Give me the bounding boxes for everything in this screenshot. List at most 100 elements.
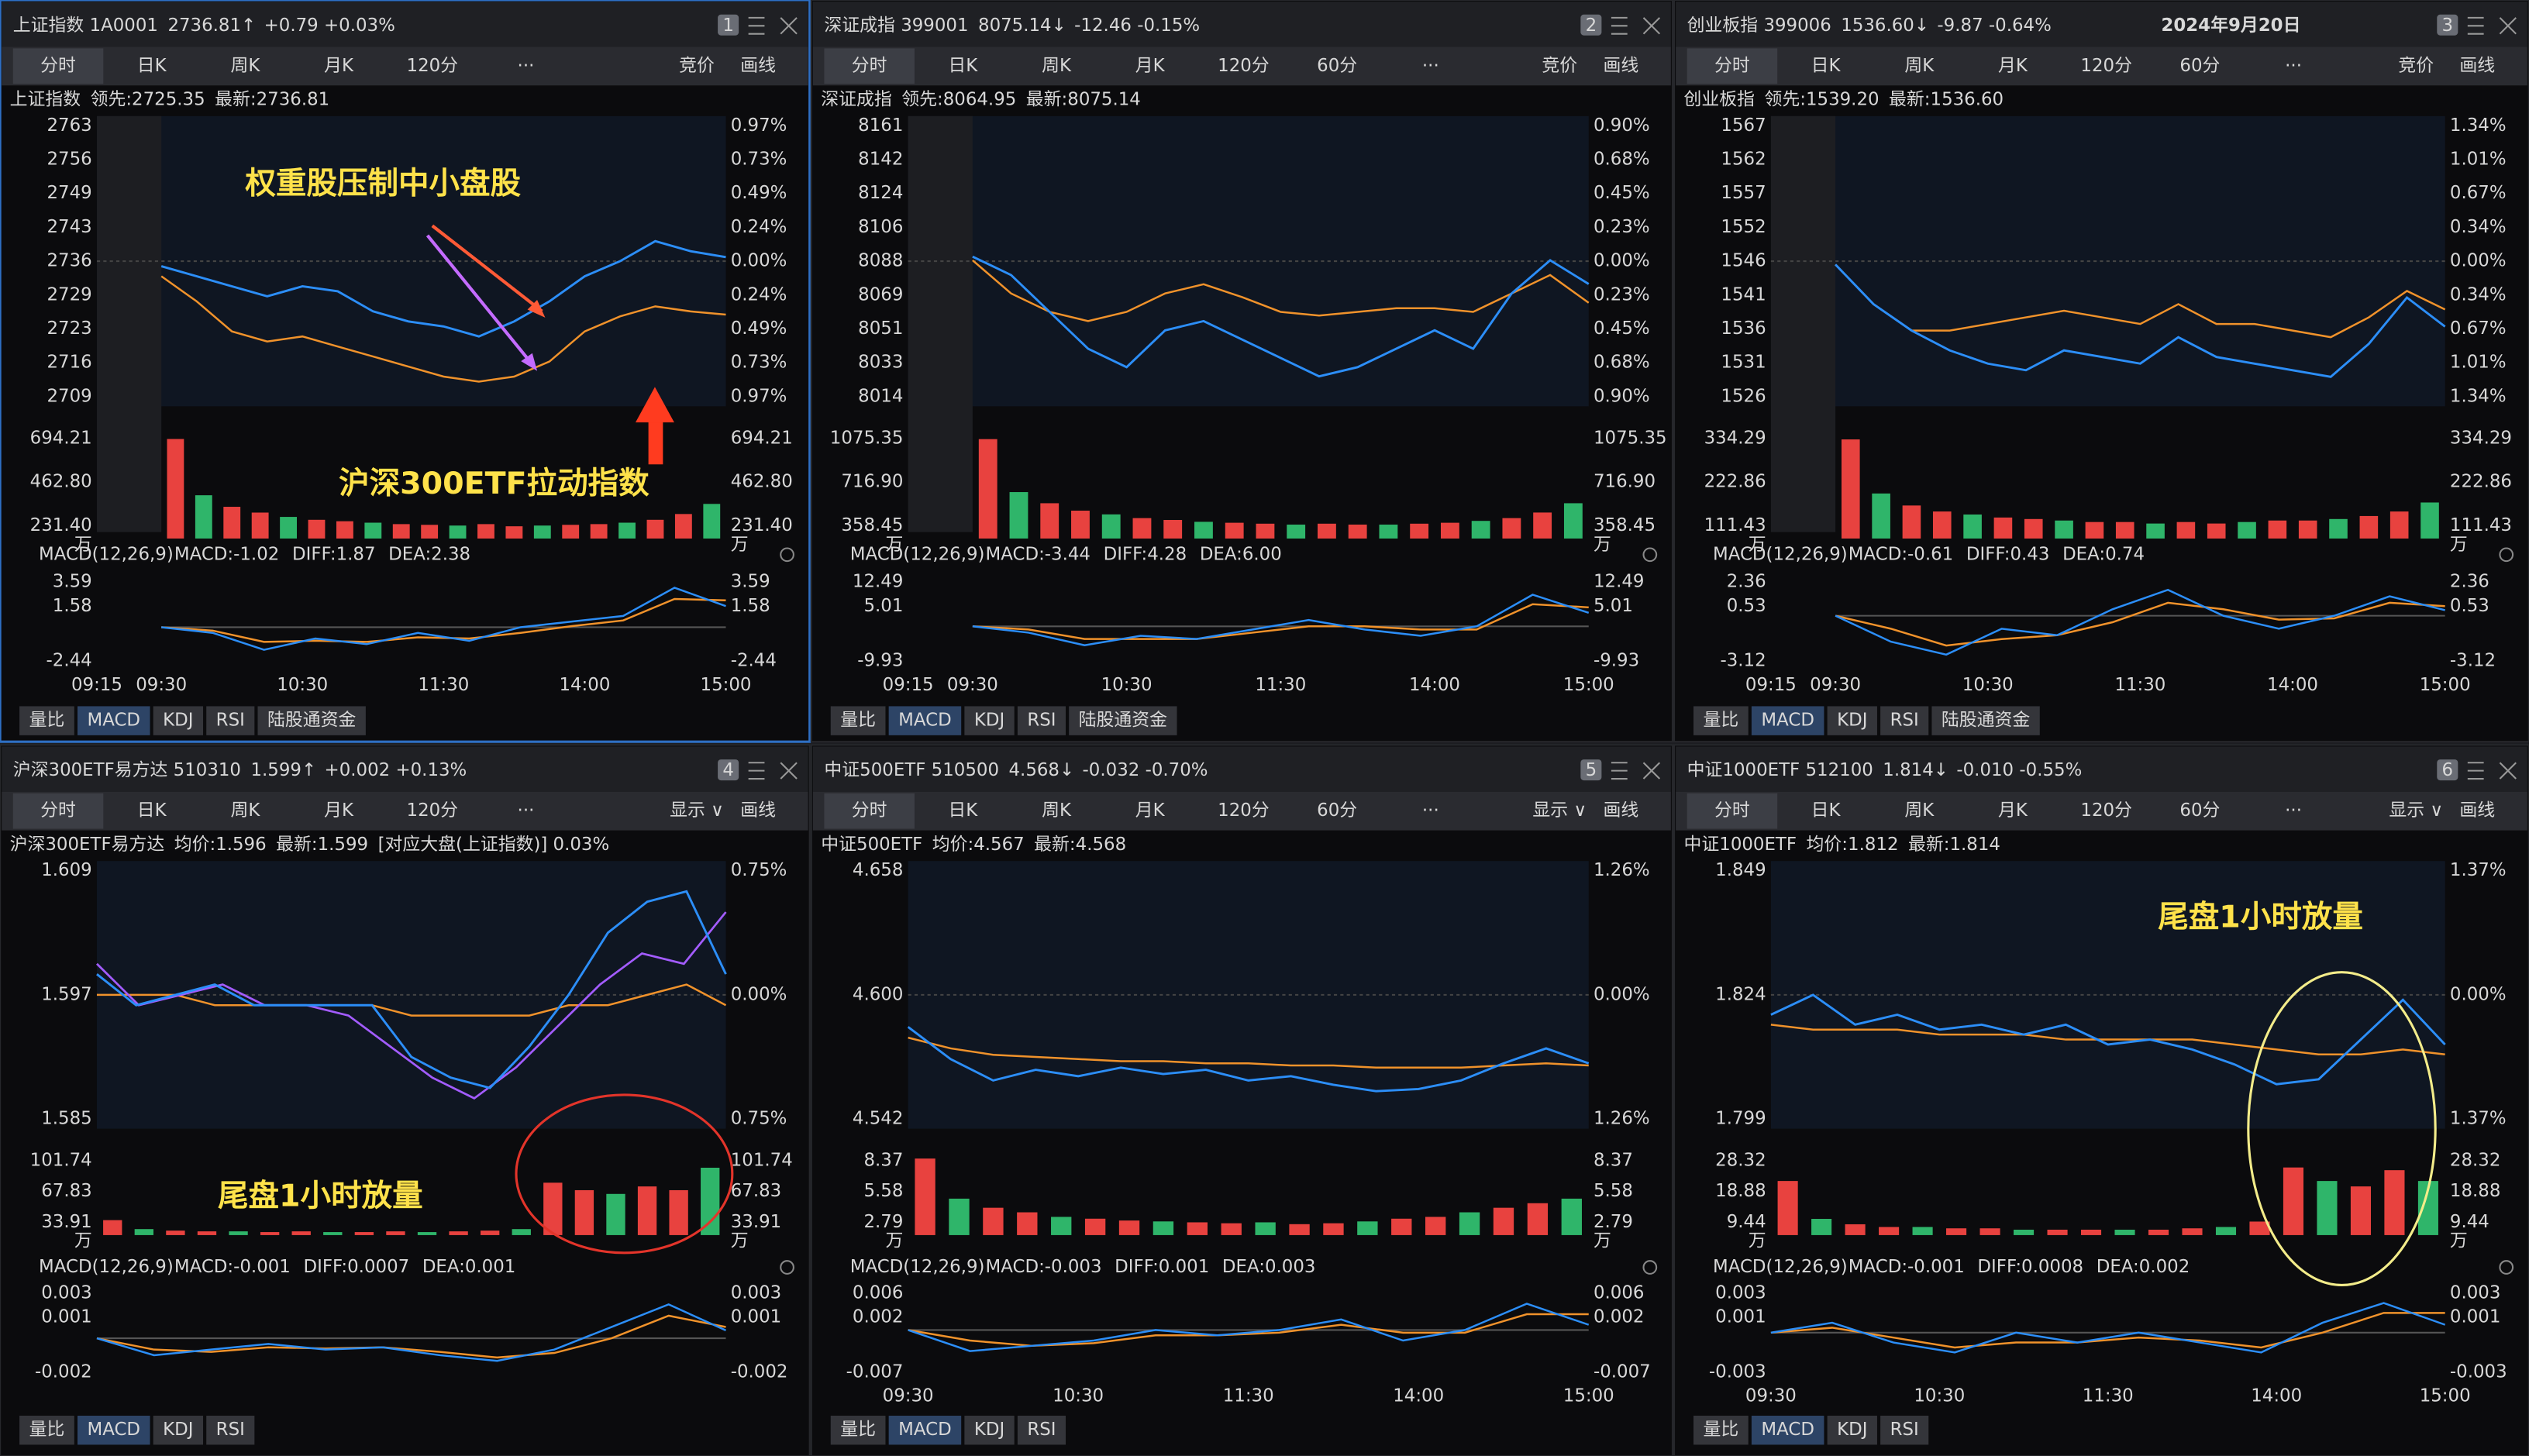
bottom-tab-label[interactable]: 量比	[840, 711, 876, 731]
bottom-tab-label[interactable]: RSI	[1890, 1420, 1919, 1440]
tab[interactable]: 120分	[2080, 56, 2132, 76]
tab[interactable]: 周K	[1042, 800, 1072, 821]
tab[interactable]: 月K	[324, 56, 354, 76]
bottom-tab-label[interactable]: 陆股通资金	[1942, 711, 2031, 731]
close-icon[interactable]	[2499, 762, 2517, 780]
menu-icon[interactable]	[1611, 16, 1628, 35]
tab[interactable]: 月K	[1998, 56, 2028, 76]
close-icon[interactable]	[1642, 17, 1661, 35]
tab[interactable]: 120分	[2080, 800, 2132, 821]
bottom-tab[interactable]	[830, 1415, 886, 1445]
bottom-tab[interactable]	[19, 1415, 74, 1445]
bottom-tab[interactable]	[888, 1415, 962, 1445]
bottom-tab[interactable]	[1751, 706, 1824, 735]
close-icon[interactable]	[1642, 762, 1661, 780]
bottom-tab[interactable]	[964, 1415, 1015, 1445]
bottom-tab[interactable]	[1693, 706, 1749, 735]
tab[interactable]: 分时	[1714, 56, 1750, 76]
bottom-tab-label[interactable]: KDJ	[163, 711, 193, 731]
bottom-tab-label[interactable]: RSI	[1027, 711, 1056, 731]
tab[interactable]: 日K	[948, 800, 978, 821]
tab[interactable]: 周K	[1042, 56, 1072, 76]
tool-tab[interactable]: 显示 ∨	[2389, 800, 2443, 821]
bottom-tab[interactable]	[206, 706, 255, 735]
bottom-tab-label[interactable]: KDJ	[163, 1420, 193, 1440]
tab[interactable]: 日K	[948, 56, 978, 76]
close-icon[interactable]	[780, 762, 798, 780]
bottom-tab-label[interactable]: MACD	[898, 1420, 952, 1440]
tab[interactable]: 分时	[852, 56, 887, 76]
bottom-tab-label[interactable]: MACD	[87, 1420, 140, 1440]
tab[interactable]: 周K	[230, 800, 260, 821]
tab[interactable]: 周K	[230, 56, 260, 76]
menu-icon[interactable]	[748, 762, 765, 780]
bottom-tab-label[interactable]: 量比	[1703, 711, 1738, 731]
bottom-tab-label[interactable]: 量比	[1703, 1420, 1738, 1440]
tab[interactable]: 60分	[2179, 56, 2220, 76]
gear-icon[interactable]	[1642, 547, 1658, 563]
bottom-tab[interactable]	[77, 1415, 150, 1445]
tab[interactable]: 周K	[1904, 800, 1935, 821]
bottom-tab-label[interactable]: MACD	[1761, 1420, 1814, 1440]
tab[interactable]: ···	[2285, 56, 2302, 76]
gear-icon[interactable]	[1642, 1260, 1658, 1275]
tab[interactable]: 月K	[1998, 800, 2028, 821]
bottom-tab-label[interactable]: MACD	[87, 711, 140, 731]
tool-tab[interactable]: 竞价	[1542, 56, 1577, 76]
tab[interactable]: 日K	[1811, 800, 1842, 821]
gear-icon[interactable]	[780, 547, 794, 563]
bottom-tab[interactable]	[1880, 1415, 1929, 1445]
tab[interactable]: 分时	[40, 56, 76, 76]
bottom-tab[interactable]	[1880, 706, 1929, 735]
bottom-tab-label[interactable]: 量比	[29, 1420, 65, 1440]
tab[interactable]: 月K	[324, 800, 354, 821]
menu-icon[interactable]	[1611, 762, 1628, 780]
bottom-tab[interactable]	[1693, 1415, 1749, 1445]
bottom-tab[interactable]	[1751, 1415, 1824, 1445]
tool-tab[interactable]: 画线	[1603, 800, 1638, 821]
tab[interactable]: ···	[518, 56, 535, 76]
bottom-tab-label[interactable]: KDJ	[1837, 1420, 1867, 1440]
tab[interactable]: 日K	[137, 56, 167, 76]
bottom-tab-label[interactable]: MACD	[1761, 711, 1814, 731]
menu-icon[interactable]	[748, 16, 765, 35]
bottom-tab[interactable]	[888, 706, 962, 735]
bottom-tab-label[interactable]: RSI	[1890, 711, 1919, 731]
tool-tab[interactable]: 画线	[2459, 800, 2495, 821]
tab[interactable]: ···	[1422, 56, 1439, 76]
bottom-tab-label[interactable]: 量比	[840, 1420, 876, 1440]
bottom-tab-label[interactable]: RSI	[216, 711, 245, 731]
tool-tab[interactable]: 画线	[1603, 56, 1638, 76]
menu-icon[interactable]	[2467, 16, 2484, 35]
tab[interactable]: 120分	[1218, 800, 1270, 821]
tab[interactable]: 周K	[1904, 56, 1935, 76]
gear-icon[interactable]	[2499, 547, 2514, 563]
tab[interactable]: 分时	[852, 800, 887, 821]
tab[interactable]: 月K	[1135, 800, 1166, 821]
bottom-tab-label[interactable]: RSI	[1027, 1420, 1056, 1440]
bottom-tab-label[interactable]: 量比	[29, 711, 65, 731]
gear-icon[interactable]	[780, 1260, 794, 1275]
bottom-tab-label[interactable]: KDJ	[1837, 711, 1867, 731]
tool-tab[interactable]: 竞价	[679, 56, 715, 76]
tab[interactable]: 月K	[1135, 56, 1166, 76]
bottom-tab[interactable]	[19, 706, 74, 735]
tab[interactable]: 分时	[40, 800, 76, 821]
tool-tab[interactable]: 显示 ∨	[1532, 800, 1587, 821]
tab[interactable]: 60分	[1317, 800, 1357, 821]
tab[interactable]: 分时	[1714, 800, 1750, 821]
bottom-tab-label[interactable]: RSI	[216, 1420, 245, 1440]
close-icon[interactable]	[780, 17, 798, 35]
tab[interactable]: ···	[518, 800, 535, 821]
bottom-tab[interactable]	[830, 706, 886, 735]
bottom-tab[interactable]	[1017, 1415, 1066, 1445]
bottom-tab[interactable]	[1069, 706, 1177, 735]
bottom-tab-label[interactable]: 陆股通资金	[267, 711, 357, 731]
bottom-tab[interactable]	[964, 706, 1015, 735]
bottom-tab[interactable]	[153, 706, 204, 735]
tool-tab[interactable]: 显示 ∨	[670, 800, 724, 821]
tab[interactable]: ···	[2285, 800, 2302, 821]
tool-tab[interactable]: 画线	[740, 56, 776, 76]
bottom-tab[interactable]	[1827, 1415, 1877, 1445]
bottom-tab-label[interactable]: KDJ	[974, 711, 1004, 731]
